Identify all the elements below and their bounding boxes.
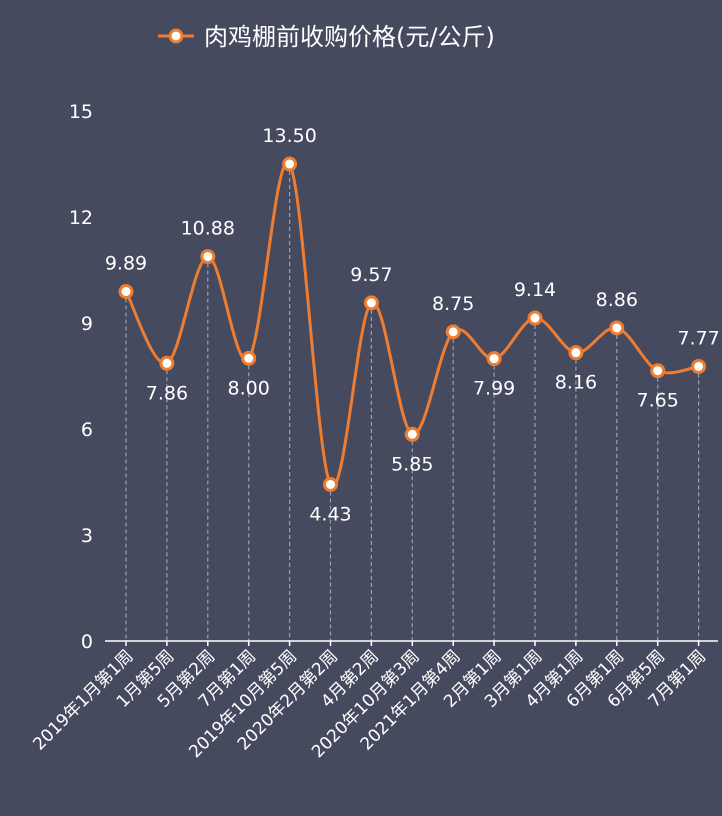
y-tick-label: 9 <box>81 313 93 335</box>
data-label: 7.99 <box>473 378 515 400</box>
y-tick-label: 3 <box>81 525 93 547</box>
data-label: 9.89 <box>105 253 147 275</box>
data-point-marker <box>282 156 298 172</box>
data-label: 4.43 <box>309 503 351 525</box>
data-point-marker <box>241 350 257 366</box>
y-tick-label: 15 <box>69 101 93 123</box>
legend-label: 肉鸡棚前收购价格(元/公斤) <box>204 23 495 51</box>
data-point-marker <box>159 355 175 371</box>
data-label: 8.75 <box>432 293 474 315</box>
drop-lines <box>125 164 700 641</box>
data-point-marker <box>568 345 584 361</box>
data-point-marker <box>609 320 625 336</box>
data-point-marker <box>445 324 461 340</box>
data-point-marker <box>527 310 543 326</box>
data-label: 8.00 <box>228 377 270 399</box>
data-point-marker <box>323 476 338 492</box>
y-tick-label: 0 <box>81 631 93 653</box>
data-point-marker <box>404 426 420 442</box>
data-point-marker <box>691 358 707 374</box>
legend-marker-icon <box>168 28 184 44</box>
data-point-marker <box>650 363 666 379</box>
data-point-marker <box>486 351 502 367</box>
data-label: 13.50 <box>262 125 316 147</box>
x-axis-labels: 2019年1月第1周1月第5周5月第2周7月第1周2019年10月第5周2020… <box>29 646 710 762</box>
y-tick-label: 6 <box>81 419 93 441</box>
data-point-marker <box>118 284 134 300</box>
data-point-marker <box>200 249 216 265</box>
data-label: 7.86 <box>146 382 188 404</box>
x-axis-line <box>105 640 718 646</box>
data-label: 9.57 <box>350 264 392 286</box>
data-label: 9.14 <box>514 279 556 301</box>
data-point-marker <box>363 295 379 311</box>
data-label: 7.65 <box>637 390 679 412</box>
y-tick-label: 12 <box>69 207 93 229</box>
y-axis-ticks: 0 3 6 9 12 15 <box>69 101 93 653</box>
data-label: 7.77 <box>677 327 719 349</box>
data-label: 5.85 <box>391 453 433 475</box>
data-label: 8.16 <box>555 372 597 394</box>
data-markers <box>118 156 707 492</box>
legend: 肉鸡棚前收购价格(元/公斤) <box>158 23 495 51</box>
data-labels: 9.89 7.86 10.88 8.00 13.50 4.43 9.57 5.85 8.75 7.… <box>105 125 720 525</box>
data-label: 8.86 <box>596 289 638 311</box>
data-label: 10.88 <box>181 218 235 240</box>
